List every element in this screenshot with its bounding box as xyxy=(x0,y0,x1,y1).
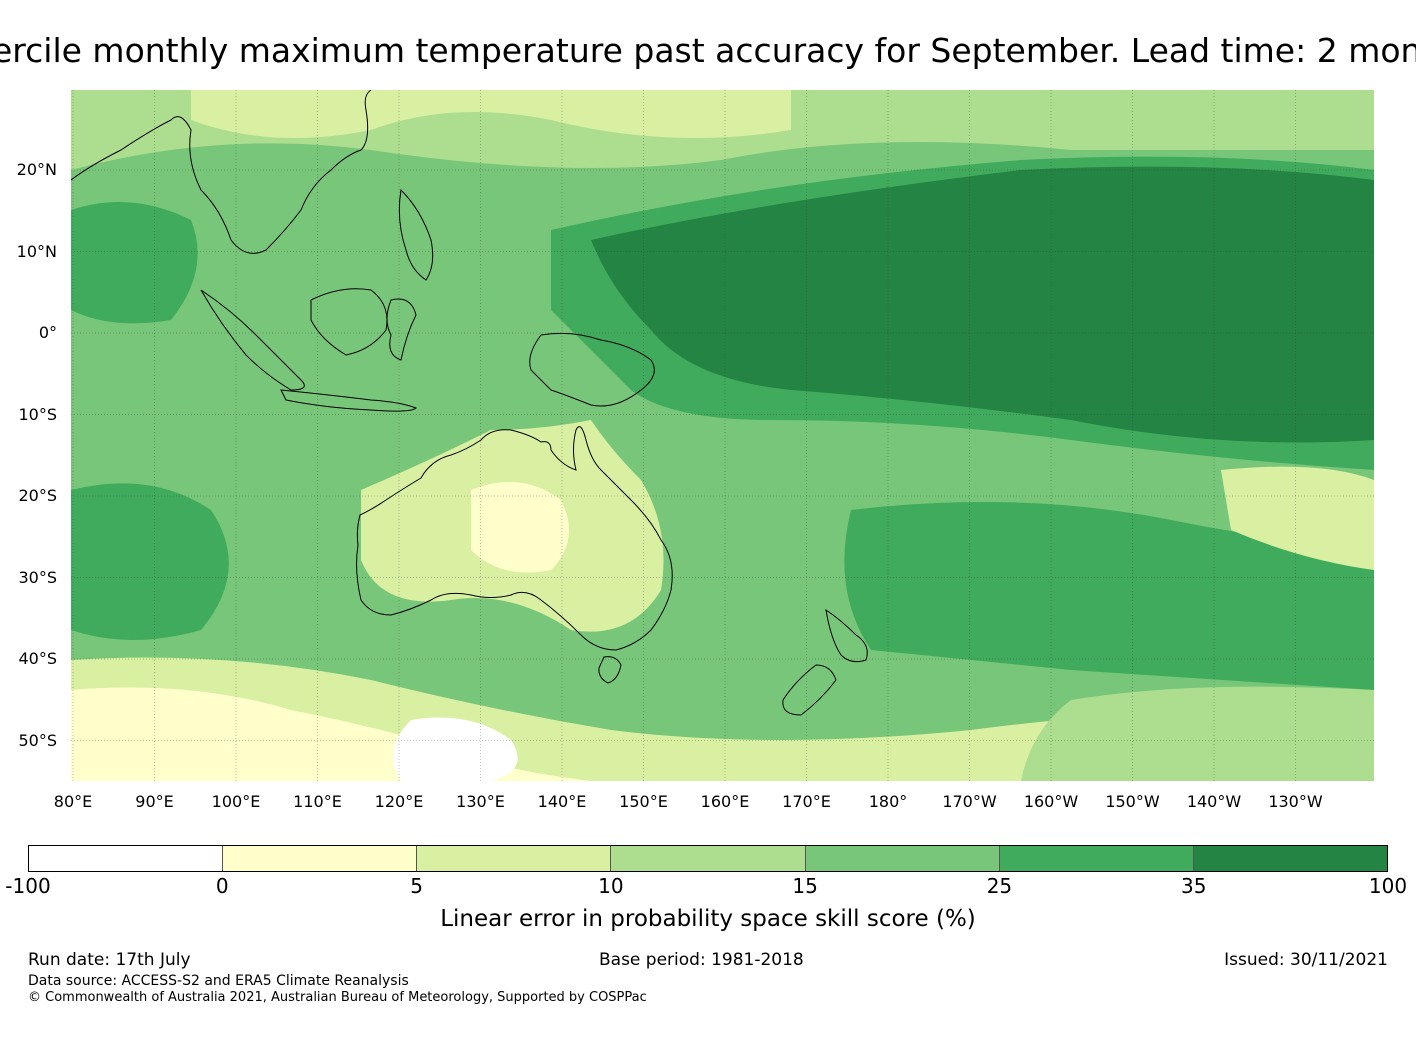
data-source: Data source: ACCESS-S2 and ERA5 Climate … xyxy=(28,973,409,989)
longitude-label: 140°E xyxy=(537,792,587,811)
longitude-label: 130°W xyxy=(1268,792,1323,811)
map-title: ercile monthly maximum temperature past … xyxy=(0,26,1416,76)
colorbar-segment xyxy=(417,846,612,871)
latitude-label: 0° xyxy=(38,323,57,342)
longitude-label: 140°W xyxy=(1186,792,1242,811)
asia-mainland-coastline xyxy=(71,90,372,254)
colorbar-tick-label: 15 xyxy=(792,874,818,898)
latitude-label: 20°S xyxy=(18,486,57,505)
longitude-label: 170°E xyxy=(782,792,831,811)
region-australia-core xyxy=(471,482,569,573)
longitude-label: 120°E xyxy=(374,792,424,811)
skill-score-map-svg xyxy=(71,90,1374,781)
run-date: Run date: 17th July xyxy=(28,950,191,970)
colorbar-segment xyxy=(29,846,224,871)
longitude-label: 160°W xyxy=(1023,792,1079,811)
longitude-label: 100°E xyxy=(211,792,261,811)
nz-north-island xyxy=(825,608,868,663)
colorbar-segment xyxy=(805,846,1000,871)
map-title-text: ercile monthly maximum temperature past … xyxy=(0,31,1416,70)
region-west-patch xyxy=(71,202,198,324)
latitude-label: 30°S xyxy=(18,567,57,587)
region-southeast-band xyxy=(1021,686,1374,781)
latitude-label: 10°S xyxy=(18,404,57,424)
colorbar-tick-label: 25 xyxy=(986,874,1013,898)
longitude-label: 150°W xyxy=(1105,792,1160,811)
region-equatorial-core xyxy=(591,166,1374,443)
colorbar-tick-label: 100 xyxy=(1368,874,1408,898)
map-gridlines xyxy=(71,90,1374,781)
borneo-coastline xyxy=(310,288,388,356)
colorbar-segment xyxy=(611,846,806,871)
longitude-label: 90°E xyxy=(135,792,174,811)
new-guinea-coastline xyxy=(529,332,655,407)
longitude-label: 170°W xyxy=(942,792,997,811)
colorbar-tick-label: 5 xyxy=(410,874,423,898)
region-southeast-light xyxy=(1221,466,1374,570)
australia-coastline xyxy=(356,426,673,651)
region-southwest-patch xyxy=(71,483,229,640)
colorbar-label: Linear error in probability space skill … xyxy=(440,906,976,932)
philippines-coastline xyxy=(398,188,434,281)
latitude-label: 40°S xyxy=(18,649,57,668)
latitude-label: 50°S xyxy=(18,730,57,750)
java-coastline xyxy=(280,389,417,412)
region-north-light xyxy=(191,90,791,138)
longitude-label: 160°E xyxy=(700,792,750,811)
colorbar-segment xyxy=(999,846,1194,871)
longitude-label: 80°E xyxy=(53,792,93,811)
skill-score-map xyxy=(71,90,1374,781)
longitude-label: 130°E xyxy=(456,792,505,811)
colorbar-tick-label: -100 xyxy=(5,874,51,898)
colorbar xyxy=(28,845,1388,872)
longitude-label: 110°E xyxy=(293,792,342,811)
sumatra-coastline xyxy=(200,289,305,391)
latitude-label: 20°N xyxy=(16,160,57,179)
region-southern-white xyxy=(393,717,518,781)
coastlines xyxy=(71,90,868,716)
sulawesi-coastline xyxy=(386,298,417,361)
nz-south-island xyxy=(782,664,837,716)
latitude-label: 10°N xyxy=(16,241,57,261)
copyright: © Commonwealth of Australia 2021, Austra… xyxy=(28,990,647,1005)
tasmania-coastline xyxy=(598,656,622,684)
base-period: Base period: 1981-2018 xyxy=(599,950,804,970)
colorbar-tick-label: 0 xyxy=(215,874,229,898)
longitude-label: 150°E xyxy=(619,792,668,811)
colorbar-tick-label: 10 xyxy=(598,874,624,898)
region-south-pacific xyxy=(844,502,1374,690)
colorbar-segment xyxy=(223,846,418,871)
colorbar-segment xyxy=(1193,846,1387,871)
issued-date: Issued: 30/11/2021 xyxy=(1224,950,1388,970)
colorbar-tick-label: 35 xyxy=(1180,874,1207,898)
longitude-label: 180° xyxy=(868,792,908,811)
